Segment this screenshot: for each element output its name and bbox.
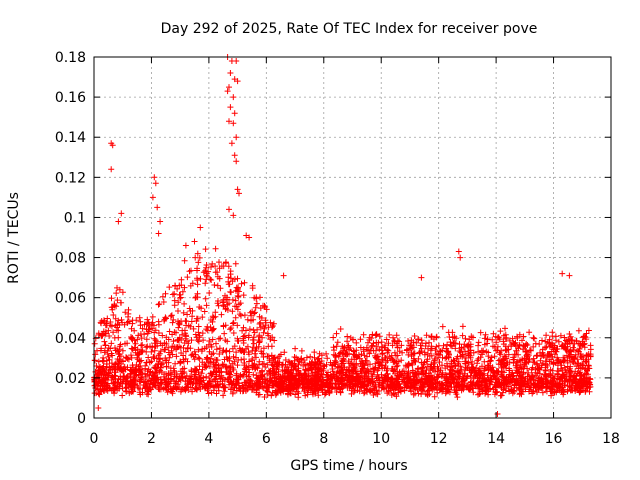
y-tick-label: 0.06 [55, 291, 86, 307]
x-tick-labels: 0 2 4 6 8 10 12 14 16 18 [90, 431, 620, 447]
y-tick-label: 0.02 [55, 371, 86, 387]
y-tick-label: 0 [77, 411, 86, 427]
chart-title: Day 292 of 2025, Rate Of TEC Index for r… [161, 21, 538, 37]
roti-points [91, 54, 594, 417]
y-tick-label: 0.12 [55, 170, 86, 186]
axis-ticks [93, 56, 612, 419]
x-tick-label: 16 [545, 431, 563, 447]
x-tick-label: 14 [487, 431, 505, 447]
x-tick-label: 6 [262, 431, 271, 447]
x-tick-label: 18 [602, 431, 620, 447]
y-tick-label: 0.14 [55, 130, 86, 146]
x-tick-label: 2 [147, 431, 156, 447]
y-tick-labels: 0 0.02 0.04 0.06 0.08 0.1 0.12 0.14 0.16 0.18 [55, 50, 86, 427]
x-tick-label: 12 [430, 431, 448, 447]
y-tick-label: 0.18 [55, 50, 86, 66]
x-tick-label: 4 [204, 431, 213, 447]
y-tick-label: 0.16 [55, 90, 86, 106]
y-axis-label: ROTI / TECUs [6, 192, 22, 284]
y-tick-label: 0.1 [64, 210, 86, 226]
x-tick-label: 10 [372, 431, 390, 447]
x-tick-label: 0 [90, 431, 99, 447]
y-tick-label: 0.08 [55, 251, 86, 267]
plot-frame [93, 56, 612, 419]
x-tick-label: 8 [319, 431, 328, 447]
y-tick-label: 0.04 [55, 331, 86, 347]
x-axis-label: GPS time / hours [290, 458, 407, 474]
data-points [91, 54, 594, 417]
